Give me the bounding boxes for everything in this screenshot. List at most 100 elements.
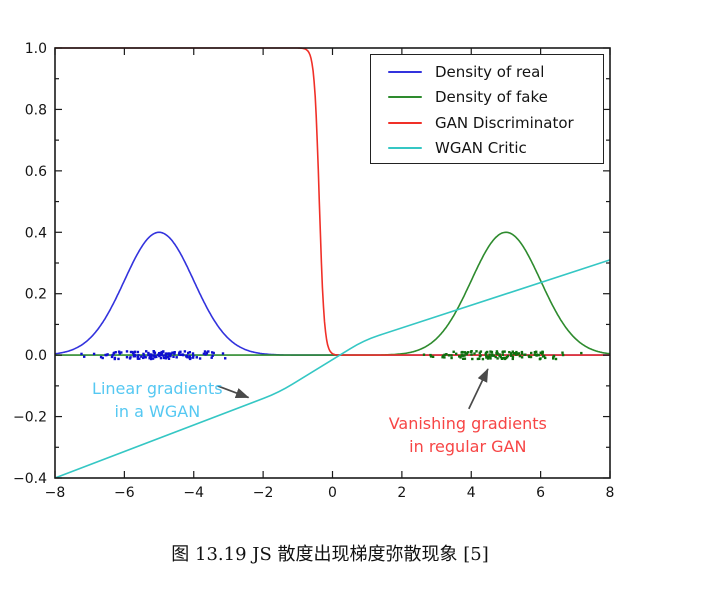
scatter-point	[99, 355, 103, 359]
scatter-point	[172, 355, 175, 358]
axes-layer: −8 −6 −4 −2 0 2 4 6 8 1.0 0.8 0.6 0.4 0.2 0.0 −0.2 −0.4	[13, 41, 614, 501]
scatter-point	[486, 350, 489, 354]
scatter-fake-samples	[422, 350, 583, 361]
scatter-point	[580, 351, 583, 355]
scatter-point	[166, 352, 169, 355]
scatter-point	[512, 352, 515, 355]
annotation-linear-gradients: Linear gradients in a WGAN	[92, 377, 223, 423]
scatter-point	[171, 351, 174, 354]
scatter-point	[204, 353, 207, 356]
scatter-point	[112, 351, 116, 355]
scatter-point	[202, 352, 206, 355]
scatter-point	[224, 357, 227, 360]
scatter-point	[125, 350, 129, 353]
annotation-line: in a WGAN	[114, 401, 201, 421]
legend-item-gan-discriminator: GAN Discriminator	[371, 110, 603, 136]
annotation-line: Vanishing gradients	[388, 413, 547, 433]
scatter-point	[455, 352, 458, 355]
scatter-point	[489, 356, 492, 359]
scatter-point	[144, 356, 147, 359]
scatter-point	[133, 350, 137, 353]
scatter-point	[175, 356, 178, 359]
scatter-point	[140, 355, 143, 358]
scatter-point	[500, 357, 504, 360]
scatter-point	[166, 356, 170, 359]
scatter-point	[515, 353, 518, 356]
scatter-point	[162, 356, 166, 360]
scatter-point	[473, 352, 476, 355]
scatter-point	[505, 355, 509, 359]
scatter-point	[495, 350, 499, 353]
y-tick-label: 1.0	[25, 41, 47, 57]
scatter-point	[212, 351, 215, 355]
scatter-point	[509, 352, 513, 355]
scatter-point	[498, 353, 501, 356]
scatter-point	[153, 351, 157, 354]
scatter-point	[470, 353, 473, 356]
scatter-real-samples	[80, 350, 227, 361]
scatter-point	[137, 354, 140, 357]
scatter-point	[191, 356, 195, 359]
scatter-point	[520, 356, 524, 359]
scatter-point	[142, 356, 145, 360]
scatter-point	[465, 353, 468, 356]
scatter-point	[117, 350, 121, 353]
scatter-point	[490, 350, 494, 354]
annotation-arrow	[217, 385, 250, 399]
annotation-arrows-layer	[217, 368, 489, 410]
scatter-point	[535, 353, 539, 356]
annotation-line: in regular GAN	[409, 436, 527, 456]
scatter-point	[463, 351, 467, 354]
x-tick-label: 4	[467, 485, 476, 501]
scatter-point	[104, 353, 107, 357]
scatter-point	[136, 357, 140, 360]
scatter-point	[463, 357, 467, 360]
scatter-point	[459, 356, 462, 359]
scatter-point	[541, 350, 544, 353]
scatter-point	[128, 357, 132, 360]
scatter-point	[520, 352, 524, 355]
scatter-point	[471, 357, 474, 361]
scatter-point	[450, 354, 453, 357]
legend-line-sample	[388, 96, 422, 99]
scatter-point	[145, 350, 148, 353]
scatter-point	[481, 357, 485, 361]
scatter-point	[524, 353, 527, 356]
scatter-point	[198, 357, 202, 360]
scatter-point	[211, 354, 214, 357]
scatter-point	[494, 355, 497, 359]
y-tick-label: 0.4	[25, 225, 47, 241]
scatter-point	[501, 351, 504, 354]
scatter-point	[164, 355, 168, 358]
scatter-point	[479, 354, 482, 357]
scatter-point	[118, 352, 121, 355]
scatter-point	[177, 353, 181, 356]
scatter-point	[463, 354, 466, 357]
scatter-point	[429, 353, 432, 357]
legend-label: GAN Discriminator	[435, 113, 574, 132]
scatter-point	[125, 356, 129, 359]
scatter-point	[503, 357, 507, 361]
scatter-point	[195, 356, 198, 359]
scatter-point	[185, 354, 189, 357]
scatter-point	[488, 353, 491, 356]
x-tick-label: 8	[606, 485, 615, 501]
scatter-point	[511, 355, 515, 358]
scatter-point	[181, 353, 184, 356]
x-tick-label: 6	[536, 485, 545, 501]
scatter-point	[499, 356, 502, 359]
scatter-point	[136, 350, 140, 354]
scatter-point	[151, 357, 155, 360]
scatter-point	[450, 356, 453, 360]
scatter-point	[537, 353, 540, 357]
scatter-point	[92, 352, 96, 356]
scatter-point	[561, 351, 564, 354]
scatter-point	[169, 352, 173, 355]
scatter-point	[164, 353, 168, 356]
scatter-point	[476, 357, 480, 361]
scatter-point	[114, 351, 117, 354]
scatter-point	[120, 351, 123, 354]
legend-label: Density of real	[435, 62, 545, 81]
scatter-point	[441, 354, 445, 358]
